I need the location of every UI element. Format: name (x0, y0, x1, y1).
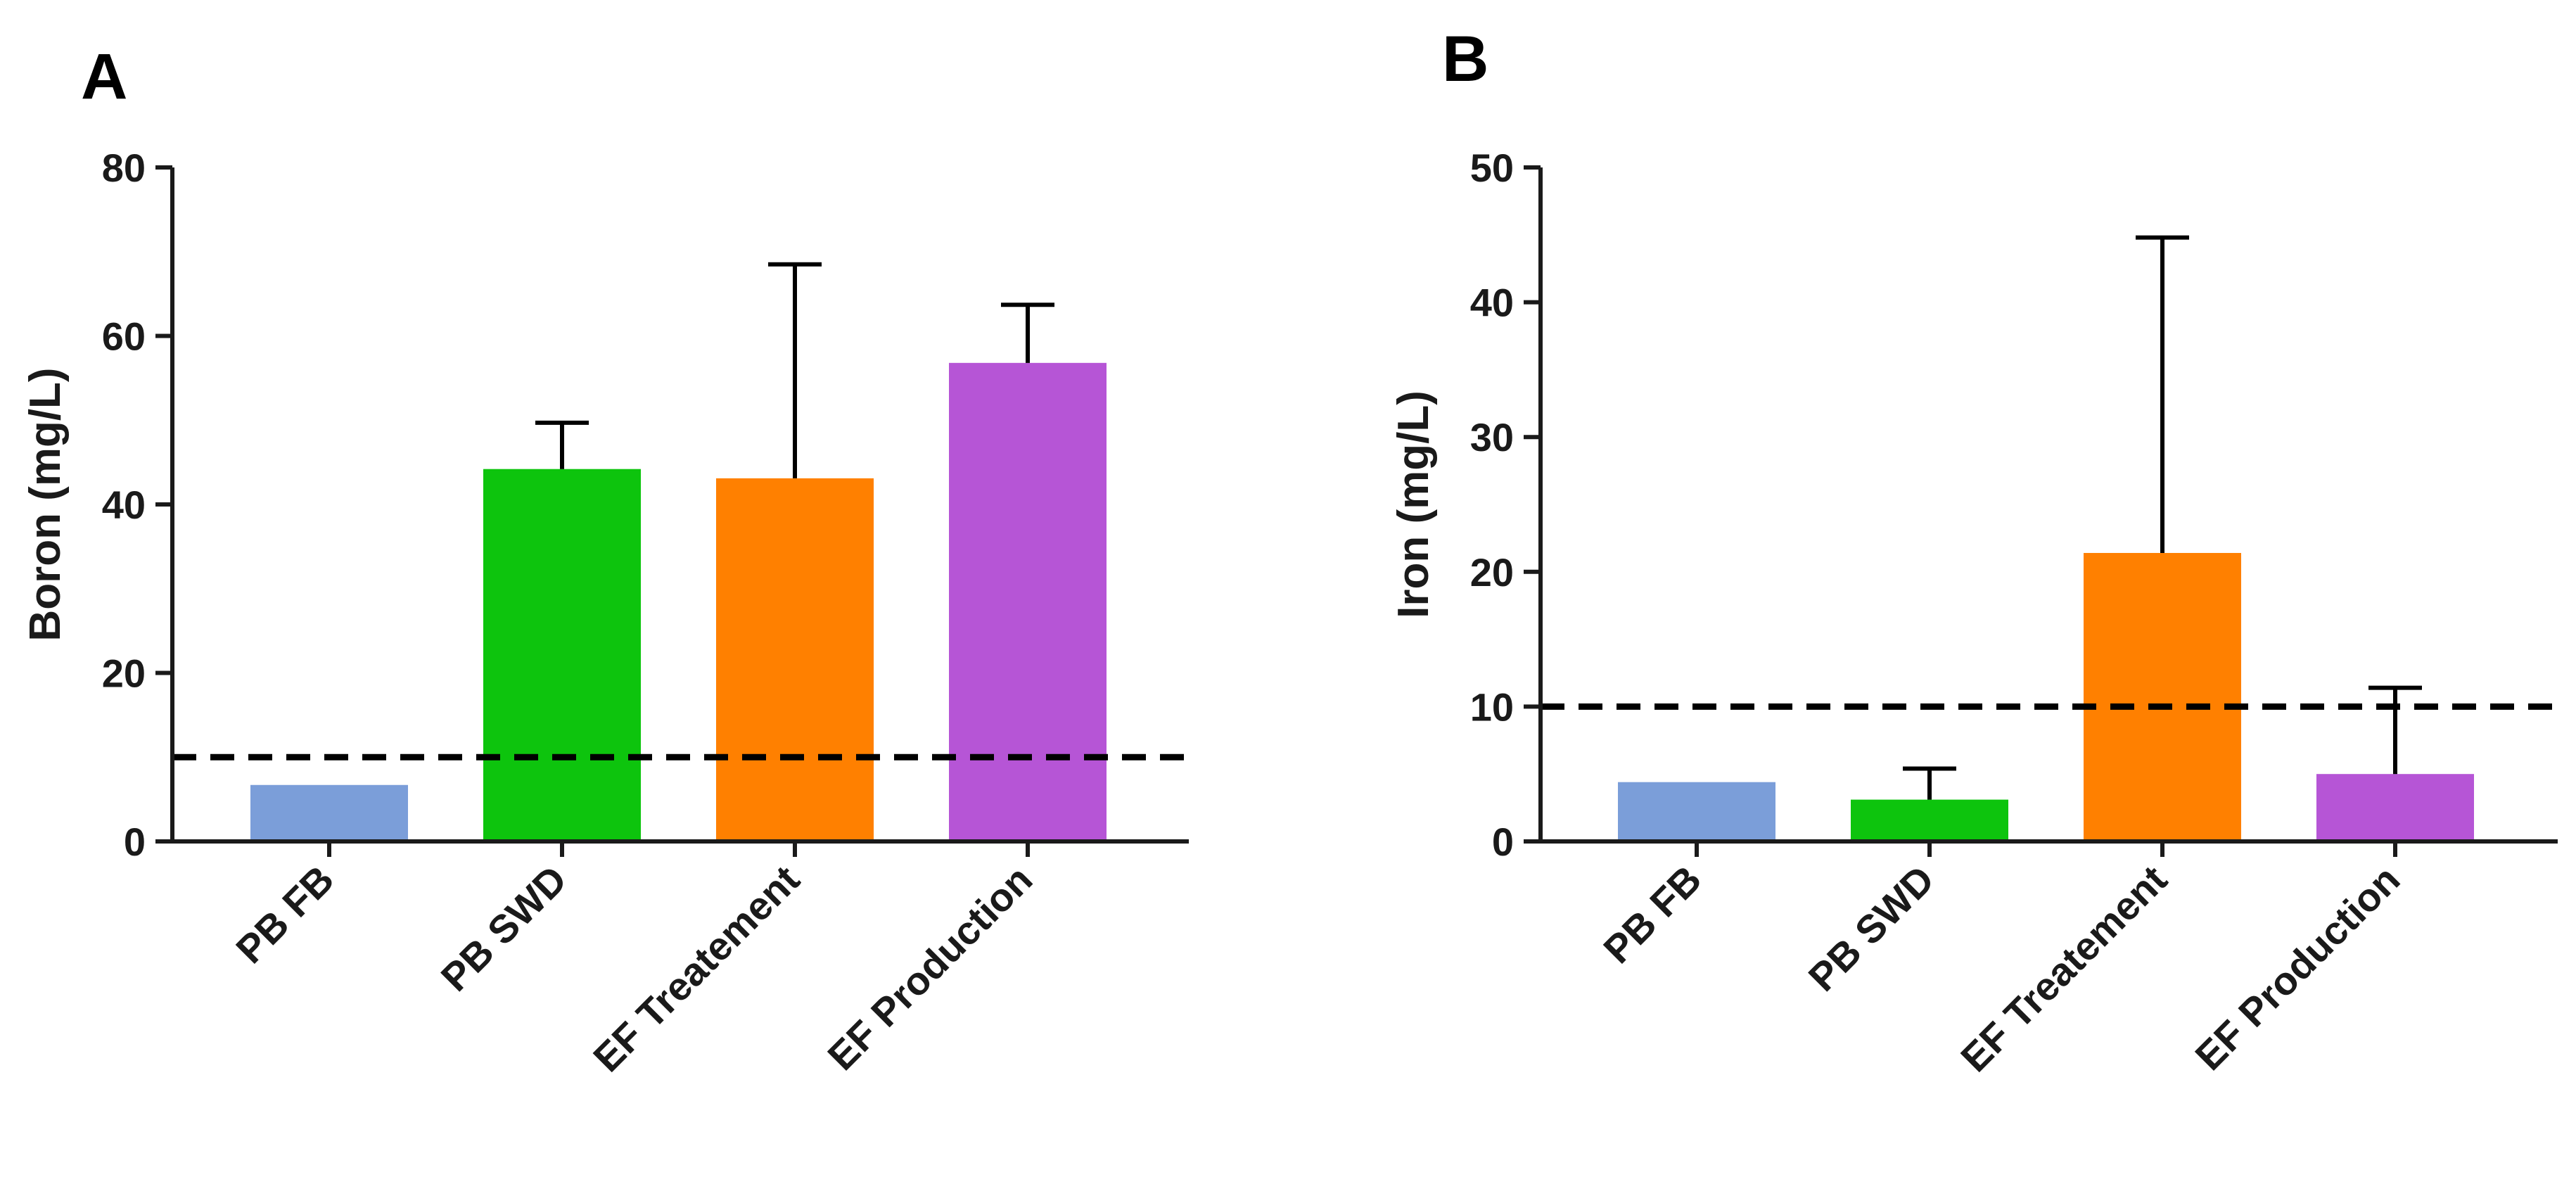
y-tick-label: 40 (102, 483, 146, 527)
y-tick-label: 80 (102, 146, 146, 190)
panel-a-label: A (81, 41, 127, 113)
x-tick-label: PB FB (227, 857, 342, 972)
panel-b: B 0 10 20 30 40 50 PB FB PB SWD EF Treatement EF … (1389, 23, 2558, 1080)
x-tick-label: EF Production (819, 857, 1040, 1079)
y-tick-label: 10 (1470, 685, 1514, 729)
y-tick-label: 20 (102, 651, 146, 696)
x-tick-label: EF Production (2186, 857, 2408, 1079)
bar-1 (1618, 782, 1775, 841)
y-axis-title: Iron (mg/L) (1389, 390, 1438, 618)
y-tick-label: 40 (1470, 281, 1514, 325)
y-tick-label: 60 (102, 314, 146, 359)
bar-4 (2316, 774, 2474, 841)
y-tick-label: 0 (1492, 820, 1514, 864)
x-tick-label: PB SWD (1800, 857, 1943, 1000)
y-tick-label: 20 (1470, 550, 1514, 594)
bar-3 (716, 478, 874, 841)
x-tick-label: EF Treatement (585, 857, 808, 1080)
panel-b-label: B (1442, 23, 1488, 95)
y-axis-title: Boron (mg/L) (21, 367, 70, 641)
y-tick-label: 30 (1470, 415, 1514, 459)
x-tick-label: PB FB (1595, 857, 1709, 972)
panel-a: A 0 20 40 60 80 PB FB PB SWD EF Treatement EF Pr… (21, 41, 1189, 1080)
bar-2 (483, 469, 641, 841)
bar-4 (949, 362, 1107, 841)
bar-1 (250, 784, 408, 841)
bar-3 (2084, 552, 2241, 841)
y-tick-label: 50 (1470, 146, 1514, 190)
y-tick-label: 0 (124, 820, 146, 864)
x-tick-label: PB SWD (433, 857, 575, 1000)
x-tick-label: EF Treatement (1952, 857, 2175, 1080)
bar-2 (1851, 799, 2008, 841)
